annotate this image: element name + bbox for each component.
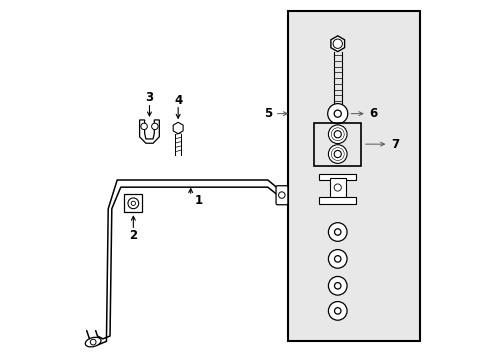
Circle shape bbox=[328, 302, 346, 320]
Bar bbox=[319, 174, 356, 180]
Text: 3: 3 bbox=[145, 91, 153, 104]
Circle shape bbox=[333, 150, 341, 158]
Bar bbox=[329, 178, 345, 199]
Bar bbox=[287, 12, 419, 341]
Circle shape bbox=[131, 201, 135, 206]
Circle shape bbox=[328, 223, 346, 241]
Text: 5: 5 bbox=[263, 107, 286, 120]
Text: 6: 6 bbox=[350, 107, 377, 120]
FancyBboxPatch shape bbox=[276, 186, 287, 205]
Circle shape bbox=[332, 39, 342, 48]
Circle shape bbox=[334, 229, 340, 235]
Circle shape bbox=[327, 104, 347, 124]
Circle shape bbox=[151, 123, 158, 130]
Text: 1: 1 bbox=[194, 194, 202, 207]
Circle shape bbox=[141, 123, 147, 130]
Circle shape bbox=[328, 249, 346, 268]
Polygon shape bbox=[173, 122, 183, 134]
Circle shape bbox=[328, 276, 346, 295]
Polygon shape bbox=[330, 36, 344, 51]
Circle shape bbox=[334, 308, 340, 314]
Bar bbox=[319, 197, 356, 204]
Circle shape bbox=[128, 198, 139, 209]
Circle shape bbox=[333, 131, 341, 138]
Polygon shape bbox=[139, 120, 159, 143]
Text: 2: 2 bbox=[129, 229, 137, 242]
Circle shape bbox=[334, 283, 340, 289]
Bar bbox=[124, 194, 142, 212]
Circle shape bbox=[333, 184, 341, 191]
Text: 7: 7 bbox=[365, 138, 398, 150]
Circle shape bbox=[328, 145, 346, 163]
Circle shape bbox=[278, 192, 285, 198]
Text: 4: 4 bbox=[174, 94, 182, 107]
Circle shape bbox=[328, 125, 346, 144]
Circle shape bbox=[333, 110, 341, 117]
Circle shape bbox=[90, 339, 96, 345]
Bar bbox=[314, 123, 360, 166]
Ellipse shape bbox=[85, 337, 101, 347]
Circle shape bbox=[334, 256, 340, 262]
